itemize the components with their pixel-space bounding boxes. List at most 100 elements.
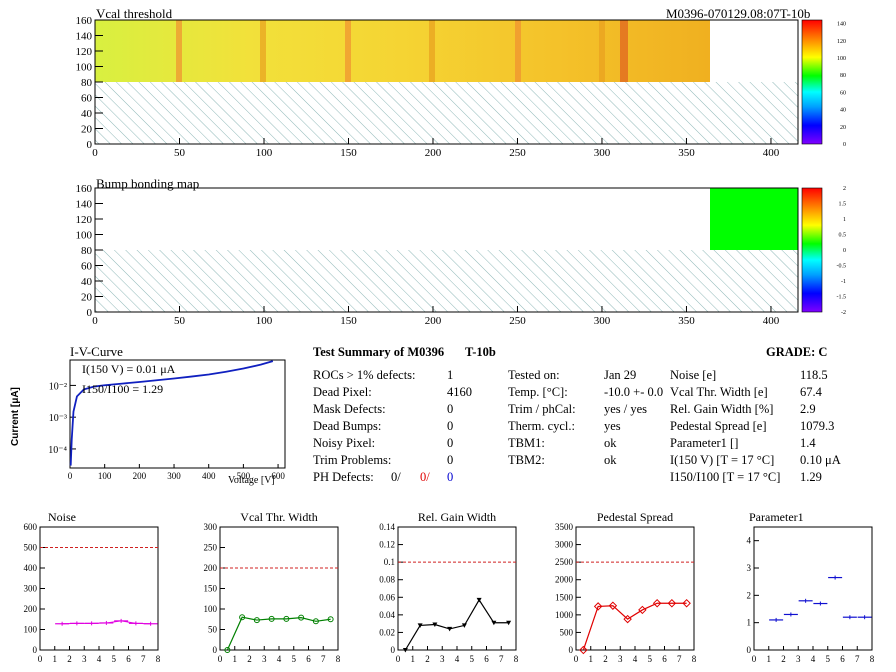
data-point xyxy=(579,645,588,655)
x-tick-label: 300 xyxy=(167,471,181,481)
result-row: I150/I100 [T = 17 °C] 1.29 xyxy=(670,469,822,486)
y-tick-label: 0 xyxy=(87,139,93,151)
condition-label: Tested on: xyxy=(508,368,560,382)
y-tick-label: 0.1 xyxy=(384,557,395,567)
data-point xyxy=(402,648,408,653)
plot-title: Rel. Gain Width xyxy=(418,510,496,524)
x-tick-label: 150 xyxy=(340,147,357,159)
defect-label: Noisy Pixel: xyxy=(313,436,376,450)
colorbar-label: 140 xyxy=(837,22,846,28)
vcal-threshold-title: Vcal threshold xyxy=(96,6,173,21)
plot-frame xyxy=(397,526,517,651)
heatmap-band xyxy=(176,20,182,82)
x-tick-label: 3 xyxy=(440,654,445,664)
heatmap-band xyxy=(620,20,628,82)
defect-row: Dead Pixel: 4160 xyxy=(313,384,472,401)
condition-row: TBM2: ok xyxy=(508,452,617,469)
data-point xyxy=(298,614,305,621)
y-tick-label: 0 xyxy=(87,307,93,319)
y-tick-label: 3500 xyxy=(555,522,574,532)
result-row: Parameter1 [] 1.4 xyxy=(670,435,816,452)
result-value: 0.10 μA xyxy=(800,453,841,467)
data-point xyxy=(623,614,632,624)
x-tick-label: 0 xyxy=(68,471,73,481)
heatmap-band xyxy=(345,20,351,82)
y-tick-label: 1500 xyxy=(555,592,574,602)
y-tick-label: 300 xyxy=(204,522,218,532)
y-tick-label: 600 xyxy=(24,522,38,532)
condition-row: Tested on: Jan 29 xyxy=(508,367,636,384)
iv-curve-line xyxy=(69,360,274,466)
x-tick-label: 0 xyxy=(38,654,43,664)
data-point xyxy=(608,601,618,610)
y-tick-label: 0.04 xyxy=(379,610,395,620)
colorbar-label: 120 xyxy=(837,39,846,45)
data-point xyxy=(239,614,246,621)
y-tick-label: 2500 xyxy=(555,557,574,567)
defect-value: 0 xyxy=(447,436,454,450)
ph-defects-v1: 0/ xyxy=(391,470,401,484)
y-tick-label: 1000 xyxy=(555,610,574,620)
x-tick-label: 1 xyxy=(411,654,416,664)
y-tick-label: 100 xyxy=(24,625,38,635)
defect-label: Trim Problems: xyxy=(313,453,392,467)
plot-title: Noise xyxy=(48,510,76,524)
x-tick-label: 2 xyxy=(781,654,786,664)
y-tick-label: 20 xyxy=(81,292,93,304)
x-tick-label: 100 xyxy=(256,147,273,159)
y-tick-label: 150 xyxy=(204,584,218,594)
result-row: Rel. Gain Width [%] 2.9 xyxy=(670,401,816,418)
colorbar-label: 60 xyxy=(840,90,846,96)
result-row: I(150 V) [T = 17 °C] 0.10 μA xyxy=(670,452,841,469)
data-point xyxy=(491,620,497,626)
defect-value: 0 xyxy=(447,402,454,416)
x-tick-label: 1 xyxy=(233,654,238,664)
y-tick-label: 160 xyxy=(76,15,93,27)
data-point xyxy=(682,599,691,608)
condition-row: TBM1: ok xyxy=(508,435,617,452)
y-tick-label: 3 xyxy=(747,563,752,573)
condition-value: ok xyxy=(604,453,617,467)
x-tick-label: 0 xyxy=(574,654,579,664)
plot-title: Vcal Thr. Width xyxy=(240,510,317,524)
y-tick-label: 160 xyxy=(76,183,93,195)
x-tick-label: 500 xyxy=(237,471,251,481)
colorbar-label: 80 xyxy=(840,73,846,79)
x-tick-label: 4 xyxy=(455,654,460,664)
data-point xyxy=(327,616,334,623)
defect-value: 0 xyxy=(447,419,454,433)
y-tick-label: 300 xyxy=(24,584,38,594)
x-tick-label: 100 xyxy=(256,315,273,327)
heatmap-band xyxy=(515,20,521,82)
series-line xyxy=(404,598,509,651)
series-line xyxy=(62,620,151,625)
data-point xyxy=(447,626,453,632)
x-tick-label: 5 xyxy=(112,654,117,664)
y-tick-label: 0.08 xyxy=(379,575,395,585)
colorbar-label: 1 xyxy=(843,217,846,223)
condition-value: Jan 29 xyxy=(604,368,637,382)
defect-label: Dead Bumps: xyxy=(313,419,382,433)
x-tick-label: 0 xyxy=(92,147,98,159)
colorbar-label: 0 xyxy=(843,248,846,254)
y-tick-label: 0 xyxy=(569,645,574,655)
heatmap-band xyxy=(429,20,435,82)
summary-title: Test Summary of M0396 xyxy=(313,345,445,359)
plot-frame xyxy=(753,526,873,651)
defect-row: Noisy Pixel: 0 xyxy=(313,435,453,452)
x-tick-label: 4 xyxy=(277,654,282,664)
x-tick-label: 6 xyxy=(662,654,667,664)
x-tick-label: 5 xyxy=(292,654,297,664)
x-tick-label: 7 xyxy=(321,654,326,664)
defects-column: ROCs > 1% defects: 1 Dead Pixel: 4160 Mask D… xyxy=(313,367,472,469)
colorbar-label: 0 xyxy=(843,142,846,148)
data-point xyxy=(253,617,260,624)
iv-curve-title: I-V-Curve xyxy=(70,344,123,359)
result-value: 1.4 xyxy=(800,436,816,450)
condition-value: yes / yes xyxy=(604,402,648,416)
bump-bonding-map: 0 50 100 150 200 250 300 350 4000204060801001201… xyxy=(76,183,847,327)
y-tick-label: 60 xyxy=(81,261,93,273)
x-tick-label: 0 xyxy=(218,654,223,664)
x-tick-label: 400 xyxy=(202,471,216,481)
